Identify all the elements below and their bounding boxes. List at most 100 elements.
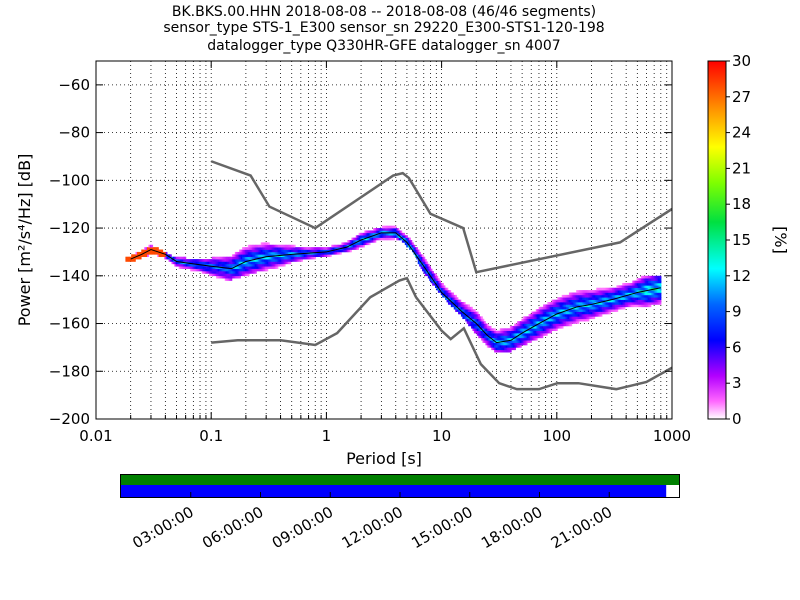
density-cell (375, 237, 378, 241)
density-cell (250, 271, 253, 274)
density-cell (577, 306, 580, 310)
density-cell (545, 323, 548, 327)
density-cell (244, 261, 247, 265)
density-cell (626, 299, 629, 303)
density-cell (560, 304, 563, 308)
density-cell (469, 321, 472, 324)
density-cell (540, 311, 542, 315)
density-cell (358, 240, 361, 243)
density-cell (226, 259, 228, 262)
density-cell (388, 232, 391, 236)
density-cell (134, 259, 136, 262)
density-cell (265, 249, 267, 253)
density-cell (554, 318, 557, 322)
density-cell (508, 328, 511, 331)
density-cell (471, 316, 473, 320)
density-cell (532, 313, 535, 317)
density-cell (419, 261, 421, 265)
density-cell (623, 297, 626, 300)
density-cell (468, 323, 470, 327)
density-cell (495, 330, 498, 334)
density-cell (393, 230, 395, 234)
density-cell (571, 302, 574, 305)
density-cell (643, 294, 646, 298)
density-cell (617, 306, 620, 310)
density-cell (465, 309, 467, 312)
density-cell (651, 292, 653, 296)
density-cell (305, 254, 308, 258)
density-cell (396, 228, 398, 231)
density-cell (237, 273, 240, 277)
density-cell (659, 275, 662, 279)
density-cell (617, 287, 620, 291)
density-cell (481, 316, 483, 320)
density-cell (518, 345, 521, 348)
density-cell (181, 256, 184, 260)
density-cell (302, 254, 305, 258)
density-cell (208, 266, 211, 269)
density-cell (521, 318, 524, 322)
density-cell (656, 297, 659, 300)
density-cell (465, 306, 467, 310)
density-cell (341, 249, 344, 253)
density-cell (337, 249, 339, 253)
density-cell (190, 263, 192, 267)
density-cell (517, 328, 519, 331)
density-cell (178, 263, 181, 267)
density-cell (252, 263, 254, 267)
density-cell (507, 330, 509, 334)
density-cell (178, 256, 181, 260)
density-cell (391, 235, 394, 238)
density-cell (302, 247, 305, 250)
density-cell (512, 345, 515, 348)
density-cell (384, 225, 387, 229)
density-cell (603, 302, 606, 305)
density-cell (293, 249, 296, 253)
density-cell (391, 228, 394, 231)
density-cell (656, 275, 659, 279)
density-cell (502, 347, 505, 351)
density-cell (234, 271, 237, 274)
y-tick-label: −80 (58, 124, 90, 142)
density-cell (551, 316, 554, 320)
density-cell (478, 330, 480, 334)
density-cell (504, 337, 506, 341)
y-axis-label: Power [m²/s⁴/Hz] [dB] (15, 154, 34, 327)
density-cell (479, 330, 482, 334)
density-cell (625, 287, 627, 291)
density-cell (322, 251, 325, 255)
density-cell (501, 337, 503, 341)
density-cell (486, 328, 489, 331)
density-cell (651, 280, 653, 284)
density-cell (319, 247, 322, 250)
density-cell (521, 335, 524, 339)
density-cell (597, 297, 600, 300)
density-cell (420, 263, 423, 267)
density-cell (407, 242, 410, 246)
density-cell (606, 297, 609, 300)
density-cell (507, 345, 509, 348)
density-cell (157, 251, 159, 255)
density-cell (329, 251, 332, 255)
density-cell (380, 232, 383, 236)
density-cell (242, 254, 244, 258)
density-cell (643, 304, 646, 308)
density-cell (217, 256, 220, 260)
density-cell (570, 318, 573, 322)
density-cell (564, 294, 567, 298)
density-cell (596, 287, 599, 291)
density-cell (619, 287, 622, 291)
density-cell (579, 294, 581, 298)
density-cell (374, 235, 377, 238)
colorbar-label: [%] (771, 226, 790, 254)
density-cell (613, 287, 616, 291)
density-cell (430, 280, 433, 284)
density-cell (466, 313, 469, 317)
density-cell (404, 242, 407, 246)
density-cell (638, 297, 640, 300)
density-cell (217, 263, 220, 267)
density-cell (253, 263, 256, 267)
density-cell (184, 263, 187, 267)
density-cell (244, 268, 247, 272)
density-cell (259, 263, 262, 267)
